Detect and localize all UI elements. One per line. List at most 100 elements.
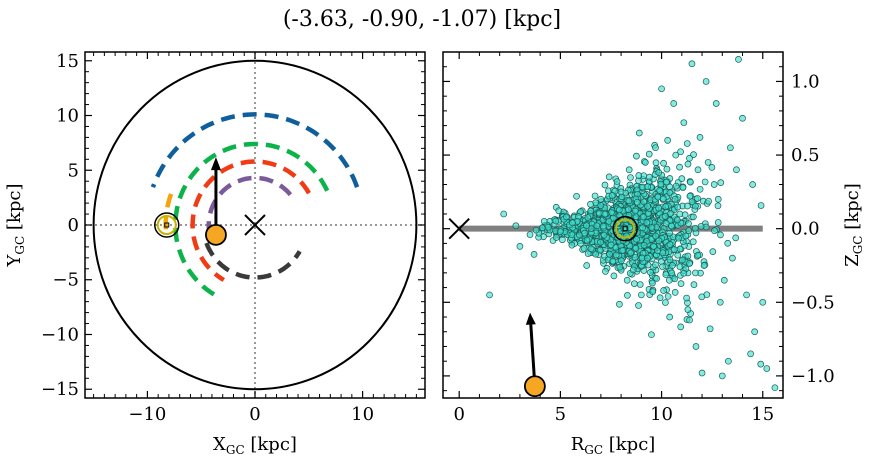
sun-marker-ring bbox=[156, 215, 177, 235]
data-point bbox=[676, 263, 684, 271]
data-point bbox=[552, 234, 560, 241]
data-point bbox=[671, 195, 679, 203]
x-tick-label-rz: 15 bbox=[751, 404, 774, 425]
data-point bbox=[627, 249, 635, 257]
data-point bbox=[631, 254, 639, 261]
y-tick-label-rz: 0.5 bbox=[791, 145, 820, 166]
data-point bbox=[616, 263, 624, 271]
data-point bbox=[587, 207, 595, 215]
y-tick-label-rz: 0.0 bbox=[791, 219, 820, 240]
sun-marker-ring-rz bbox=[615, 218, 636, 239]
data-point bbox=[714, 219, 722, 226]
data-point bbox=[714, 195, 722, 203]
spiral-arm-1 bbox=[173, 141, 330, 298]
data-point bbox=[608, 192, 616, 199]
data-point bbox=[670, 100, 678, 107]
sun-marker-outer-rz bbox=[612, 215, 638, 242]
data-point bbox=[647, 269, 654, 276]
data-point bbox=[593, 222, 601, 230]
y-tick-label: 15 bbox=[56, 51, 79, 72]
x-axis-label-rz: RGC [kpc] bbox=[571, 434, 656, 457]
data-point bbox=[625, 166, 633, 174]
data-point bbox=[708, 163, 716, 171]
data-point bbox=[639, 224, 646, 232]
data-point bbox=[717, 179, 725, 186]
data-point bbox=[751, 328, 759, 336]
data-point bbox=[686, 192, 694, 200]
data-point bbox=[704, 159, 712, 166]
data-point bbox=[632, 244, 640, 252]
velocity-arrow-head bbox=[210, 157, 221, 171]
data-point bbox=[668, 269, 676, 277]
data-point bbox=[516, 242, 524, 250]
data-point bbox=[655, 169, 663, 176]
data-point bbox=[512, 222, 520, 230]
data-point bbox=[587, 225, 595, 233]
galactic-center-marker-rz bbox=[448, 217, 470, 240]
data-point bbox=[701, 178, 709, 186]
data-point bbox=[633, 152, 640, 160]
spiral-arm-4 bbox=[206, 175, 293, 234]
data-point bbox=[587, 245, 595, 253]
right-panel-rz: 0 5 10 15 −1.0 −0.5 0.0 0.5 1.0 RGC [kpc] ZGC [kpc… bbox=[442, 51, 865, 457]
data-point bbox=[706, 325, 714, 333]
data-point bbox=[577, 240, 584, 247]
spiral-arm-5 bbox=[204, 242, 302, 280]
spiral-arm-3 bbox=[190, 159, 311, 282]
data-point bbox=[526, 231, 534, 238]
sun-marker-center-rz bbox=[622, 226, 628, 232]
data-point bbox=[677, 148, 684, 156]
data-point bbox=[705, 197, 712, 205]
data-point bbox=[658, 257, 665, 265]
data-point bbox=[583, 222, 590, 229]
data-point bbox=[633, 235, 640, 243]
data-point bbox=[747, 350, 754, 358]
left-plot-area bbox=[85, 52, 425, 398]
y-tick-label-rz: −1.0 bbox=[791, 366, 835, 387]
data-point bbox=[682, 232, 690, 240]
x-tick-label: 10 bbox=[351, 404, 374, 425]
data-point bbox=[697, 222, 705, 230]
data-point bbox=[709, 248, 717, 255]
data-point bbox=[659, 195, 667, 202]
data-point bbox=[757, 202, 765, 209]
data-point bbox=[644, 254, 651, 262]
data-point bbox=[652, 261, 659, 269]
data-point bbox=[584, 214, 592, 221]
data-point bbox=[617, 257, 625, 265]
data-point bbox=[663, 165, 671, 173]
data-point bbox=[691, 224, 699, 232]
x-axis-label: XGC [kpc] bbox=[213, 434, 297, 457]
data-point bbox=[581, 229, 589, 237]
data-point bbox=[648, 224, 656, 231]
data-point bbox=[557, 228, 564, 235]
data-point bbox=[660, 159, 667, 167]
x-tick-label-rz: 0 bbox=[453, 404, 464, 425]
data-point bbox=[568, 231, 576, 239]
data-point bbox=[605, 217, 613, 225]
data-point bbox=[635, 302, 642, 309]
right-axes-frame bbox=[442, 51, 784, 399]
data-point bbox=[544, 223, 552, 231]
data-point bbox=[652, 232, 659, 240]
data-point bbox=[555, 207, 563, 215]
data-point bbox=[666, 229, 673, 237]
data-point bbox=[672, 182, 680, 190]
data-point bbox=[653, 275, 660, 282]
data-point bbox=[666, 313, 674, 321]
data-point bbox=[692, 343, 700, 350]
data-point bbox=[692, 269, 699, 277]
data-point bbox=[739, 114, 746, 122]
data-point bbox=[763, 365, 771, 372]
data-point bbox=[671, 289, 679, 296]
data-point bbox=[661, 213, 669, 220]
data-point bbox=[689, 238, 697, 246]
data-point bbox=[655, 204, 663, 212]
x-tick-label-rz: 5 bbox=[555, 404, 566, 425]
data-point bbox=[609, 257, 617, 265]
data-point bbox=[500, 210, 508, 218]
data-point bbox=[601, 181, 609, 189]
spiral-arm-2 bbox=[163, 193, 174, 230]
data-point bbox=[674, 203, 682, 211]
data-point bbox=[635, 129, 643, 137]
